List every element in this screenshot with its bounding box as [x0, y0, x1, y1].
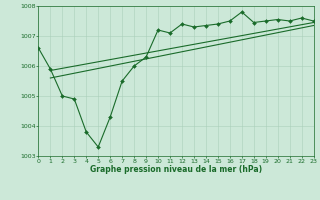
X-axis label: Graphe pression niveau de la mer (hPa): Graphe pression niveau de la mer (hPa) [90, 165, 262, 174]
